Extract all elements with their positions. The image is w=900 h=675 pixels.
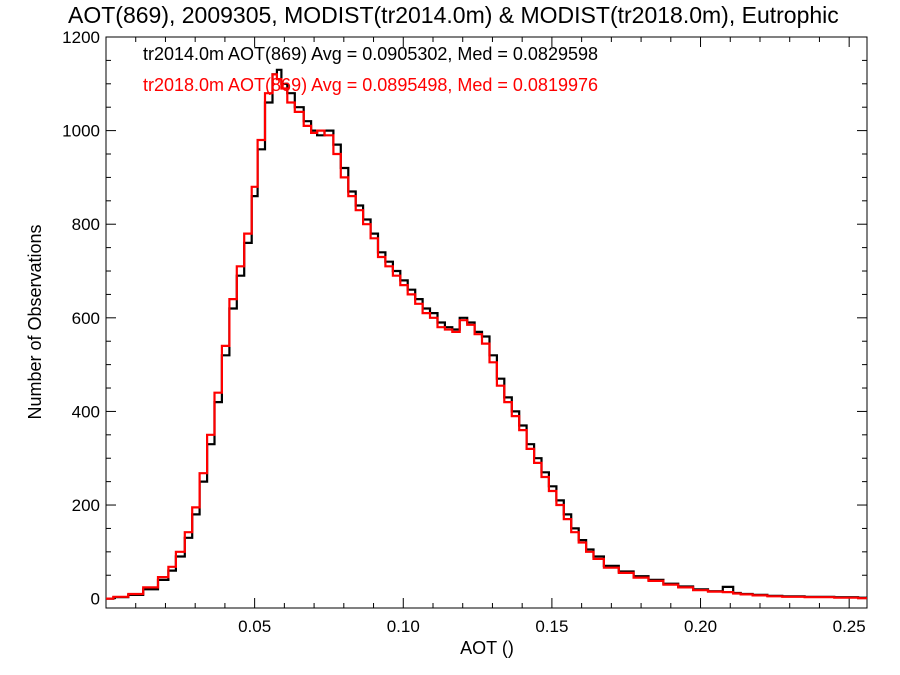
series-layer [106,68,867,600]
plot-frame [105,36,868,609]
y-tick-label: 400 [72,402,100,421]
y-tick-label: 1000 [62,122,100,141]
x-tick-label: 0.15 [535,617,568,636]
y-tick-label: 200 [72,496,100,515]
y-tick-label: 800 [72,215,100,234]
x-axis-ticks: 0.05 0.10 0.15 0.20 0.25 [135,37,866,636]
x-tick-label: 0.25 [833,617,866,636]
series-line-tr2018 [106,73,867,600]
x-axis-label: AOT () [460,638,514,658]
y-tick-label: 600 [72,309,100,328]
stats-annotation-tr2014: tr2014.0m AOT(869) Avg = 0.0905302, Med … [143,44,598,64]
x-tick-label: 0.05 [238,617,271,636]
y-axis-label: Number of Observations [25,224,45,419]
y-tick-label: 1200 [62,28,100,47]
stats-annotation-tr2018: tr2018.0m AOT(869) Avg = 0.0895498, Med … [143,75,598,95]
y-axis-ticks: 0 200 400 600 800 1000 1200 [62,28,867,609]
chart-title: AOT(869), 2009305, MODIST(tr2014.0m) & M… [68,2,839,28]
y-tick-label: 0 [91,590,100,609]
x-tick-label: 0.10 [387,617,420,636]
x-tick-label: 0.20 [684,617,717,636]
series-line-tr2014 [106,68,867,600]
